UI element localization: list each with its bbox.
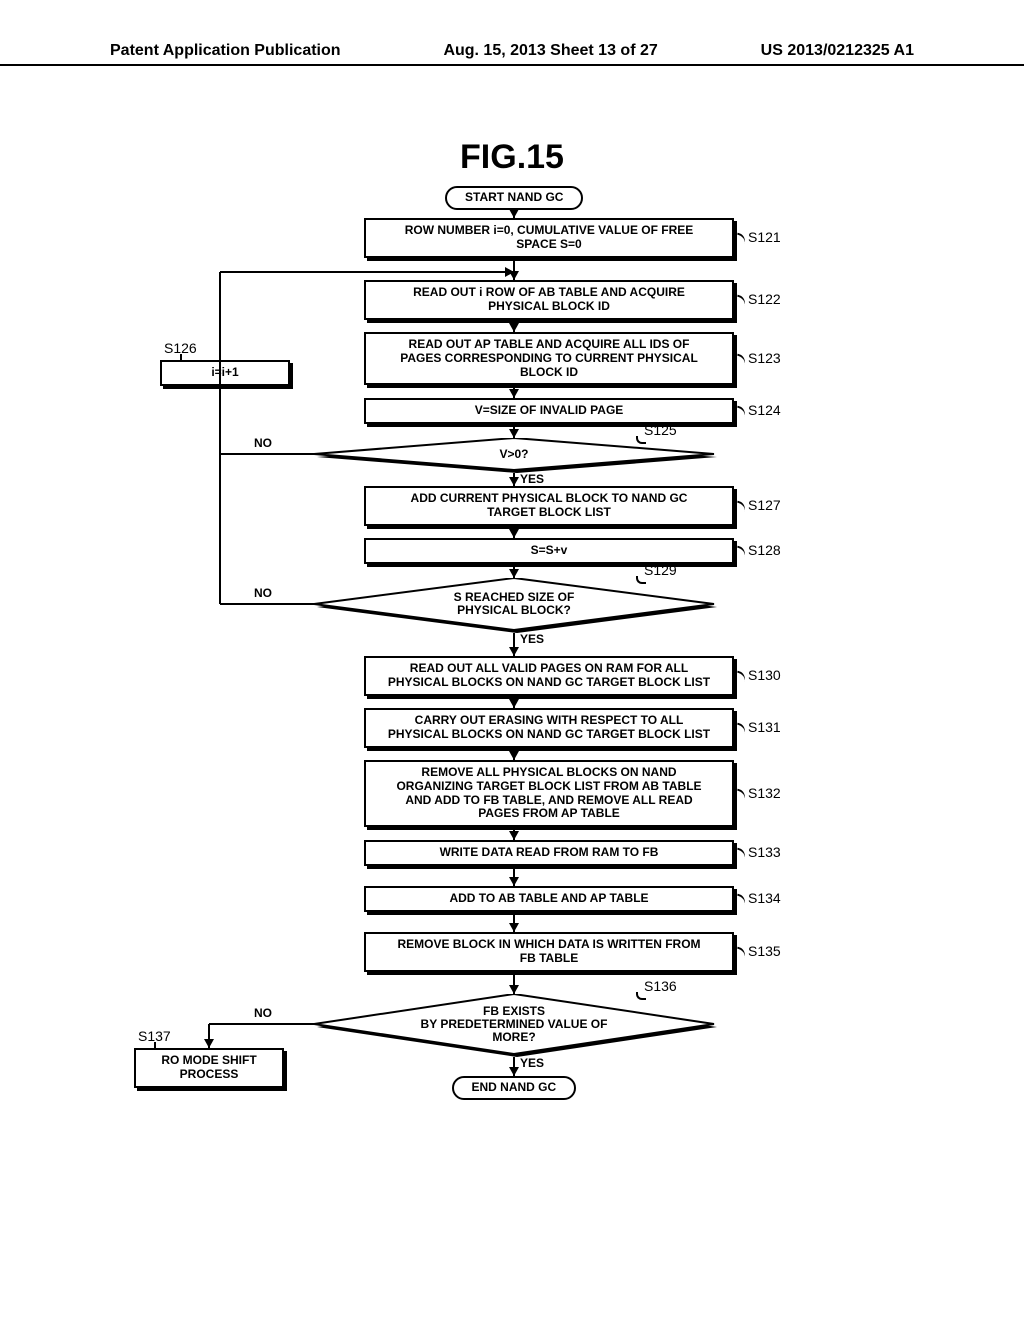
process-s127: ADD CURRENT PHYSICAL BLOCK TO NAND GCTAR… [364, 486, 734, 526]
step-label-S123: S123 [748, 350, 781, 366]
step-label-S127: S127 [748, 497, 781, 513]
process-s134: ADD TO AB TABLE AND AP TABLE [364, 886, 734, 912]
step-label-S137: S137 [138, 1028, 171, 1044]
no-label: NO [254, 1006, 272, 1020]
step-label-S134: S134 [748, 890, 781, 906]
step-label-S135: S135 [748, 943, 781, 959]
flowchart-canvas: START NAND GC ROW NUMBER i=0, CUMULATIVE … [0, 186, 1024, 1246]
step-label-S125: S125 [644, 422, 677, 438]
process-s131: CARRY OUT ERASING WITH RESPECT TO ALLPHY… [364, 708, 734, 748]
process-s130: READ OUT ALL VALID PAGES ON RAM FOR ALLP… [364, 656, 734, 696]
process-s133: WRITE DATA READ FROM RAM TO FB [364, 840, 734, 866]
no-label: NO [254, 586, 272, 600]
decision-s136: FB EXISTSBY PREDETERMINED VALUE OFMORE? [314, 994, 714, 1054]
process-s128: S=S+v [364, 538, 734, 564]
yes-label: YES [520, 632, 544, 646]
process-s137: RO MODE SHIFTPROCESS [134, 1048, 284, 1088]
step-label-S132: S132 [748, 785, 781, 801]
header-center: Aug. 15, 2013 Sheet 13 of 27 [443, 42, 657, 60]
step-label-S129: S129 [644, 562, 677, 578]
header-right: US 2013/0212325 A1 [761, 42, 914, 60]
header-left: Patent Application Publication [110, 42, 341, 60]
process-s123: READ OUT AP TABLE AND ACQUIRE ALL IDS OF… [364, 332, 734, 385]
step-label-S124: S124 [748, 402, 781, 418]
terminal-end: END NAND GC [452, 1076, 577, 1100]
yes-label: YES [520, 472, 544, 486]
step-label-S131: S131 [748, 719, 781, 735]
process-s132: REMOVE ALL PHYSICAL BLOCKS ON NANDORGANI… [364, 760, 734, 827]
process-s122: READ OUT i ROW OF AB TABLE AND ACQUIREPH… [364, 280, 734, 320]
step-label-S130: S130 [748, 667, 781, 683]
process-s126: i=i+1 [160, 360, 290, 386]
process-s124: V=SIZE OF INVALID PAGE [364, 398, 734, 424]
process-s135: REMOVE BLOCK IN WHICH DATA IS WRITTEN FR… [364, 932, 734, 972]
yes-label: YES [520, 1056, 544, 1070]
no-label: NO [254, 436, 272, 450]
patent-header: Patent Application Publication Aug. 15, … [0, 42, 1024, 66]
decision-s125: V>0? [314, 438, 714, 470]
step-label-S133: S133 [748, 844, 781, 860]
terminal-start: START NAND GC [445, 186, 583, 210]
step-label-S136: S136 [644, 978, 677, 994]
step-label-S122: S122 [748, 291, 781, 307]
step-label-S128: S128 [748, 542, 781, 558]
process-s121: ROW NUMBER i=0, CUMULATIVE VALUE OF FREE… [364, 218, 734, 258]
step-label-S121: S121 [748, 229, 781, 245]
step-label-S126: S126 [164, 340, 197, 356]
figure-title: FIG.15 [0, 138, 1024, 177]
decision-s129: S REACHED SIZE OFPHYSICAL BLOCK? [314, 578, 714, 630]
